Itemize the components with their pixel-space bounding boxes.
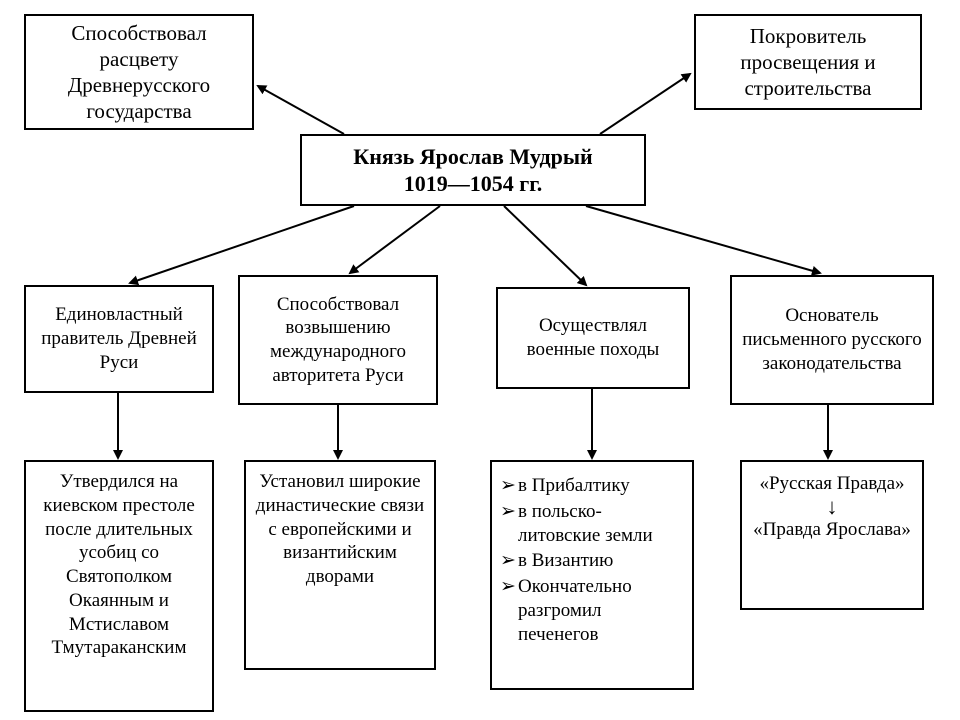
list-item: в Византию [500, 549, 684, 573]
law-wrapper: «Русская Правда» ↓ «Правда Ярослава» [748, 472, 916, 542]
node-kiev-throne: Утвердился на киевском престоле после дл… [24, 460, 214, 712]
node-text: Осуществлял военные походы [504, 314, 682, 362]
law-line1: «Русская Правда» [748, 472, 916, 496]
node-text: Утвердился на киевском престоле после дл… [32, 470, 206, 660]
law-line2: «Правда Ярослава» [748, 518, 916, 542]
title-line1: Князь Ярослав Мудрый [353, 143, 592, 171]
campaign-list: в Прибалтику в польско-литовские земли в… [500, 472, 684, 648]
node-russkaya-pravda: «Русская Правда» ↓ «Правда Ярослава» [740, 460, 924, 610]
node-international-authority: Способствовал возвышению международного … [238, 275, 438, 405]
node-campaign-list: в Прибалтику в польско-литовские земли в… [490, 460, 694, 690]
node-dynastic-ties: Установил широкие династические связи с … [244, 460, 436, 670]
node-text: Основатель письменного русского законода… [738, 304, 926, 375]
list-item: Окончательно разгромил печенегов [500, 575, 684, 646]
node-military-campaigns: Осуществлял военные походы [496, 287, 690, 389]
node-written-law-founder: Основатель письменного русского законода… [730, 275, 934, 405]
node-sole-ruler: Единовластный правитель Древней Руси [24, 285, 214, 393]
node-text: Установил широкие династические связи с … [252, 470, 428, 589]
node-text: Способствовал расцвету Древнерусского го… [32, 20, 246, 125]
node-flourish-state: Способствовал расцвету Древнерусского го… [24, 14, 254, 130]
node-patron-enlightenment: Покровитель просвещения и строительства [694, 14, 922, 110]
title-line2: 1019—1054 гг. [353, 170, 592, 198]
node-text: Способствовал возвышению международного … [246, 293, 430, 388]
down-arrow-icon: ↓ [748, 496, 916, 518]
node-center-title: Князь Ярослав Мудрый 1019—1054 гг. [300, 134, 646, 206]
list-item: в Прибалтику [500, 474, 684, 498]
node-text: Единовластный правитель Древней Руси [32, 303, 206, 374]
list-item: в польско-литовские земли [500, 500, 684, 548]
title-wrapper: Князь Ярослав Мудрый 1019—1054 гг. [353, 143, 592, 198]
node-text: Покровитель просвещения и строительства [702, 23, 914, 102]
